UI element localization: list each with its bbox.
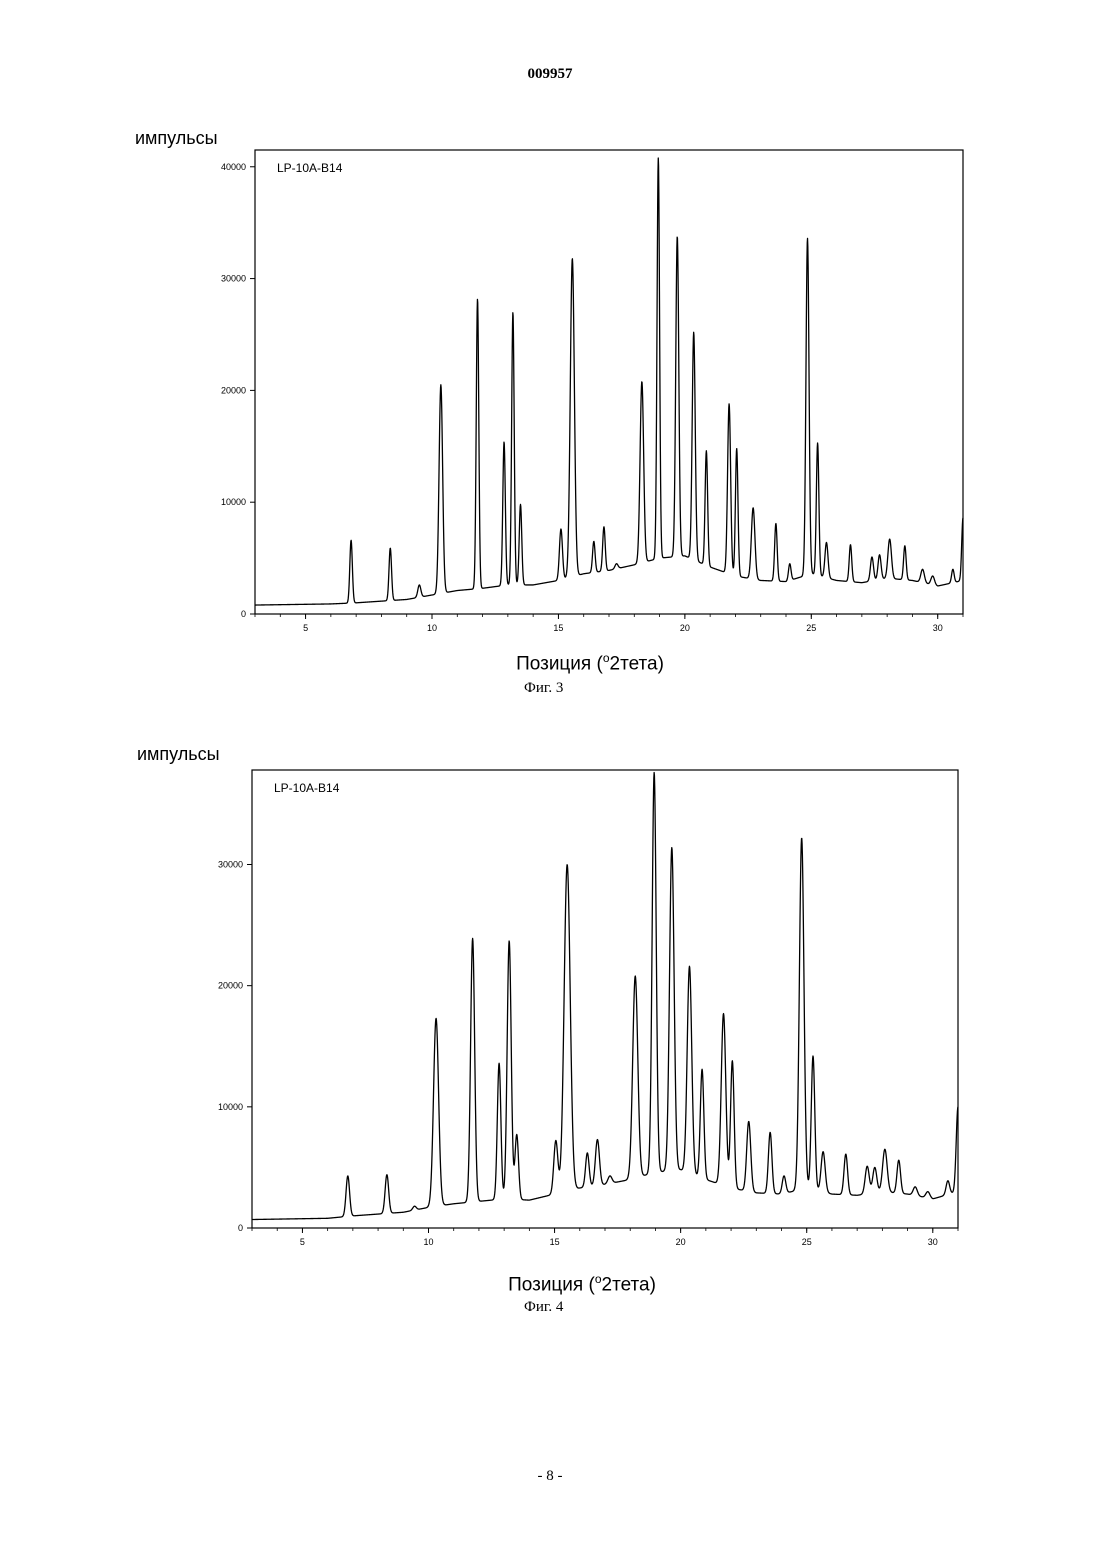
x-tick-label: 10 [423, 1237, 433, 1247]
x-tick-label: 10 [427, 623, 437, 633]
xrd-chart-fig4: 5 10 15 20 25 30 0 10000 20000 30000 LP-10A-B14 [0, 760, 1100, 1270]
x-tick-label: 20 [676, 1237, 686, 1247]
chart2-xlabel: Позиция (o2тета) [0, 1272, 1100, 1296]
legend-label: LP-10A-B14 [274, 781, 340, 795]
figure-3-caption: Фиг. 3 [524, 680, 563, 697]
xrd-chart-fig3: 5 10 15 20 25 30 0 10000 20000 30000 40000 LP-10A-B… [0, 140, 1100, 650]
pattern-series [255, 158, 963, 605]
x-tick-label: 5 [300, 1237, 305, 1247]
x-tick-label: 25 [802, 1237, 812, 1247]
x-tick-label: 5 [303, 623, 308, 633]
plot-frame [252, 770, 958, 1228]
pattern-series [252, 773, 958, 1220]
y-tick-label: 0 [241, 609, 246, 619]
x-tick-label: 15 [550, 1237, 560, 1247]
y-tick-label: 30000 [221, 274, 246, 284]
y-tick-label: 40000 [221, 162, 246, 172]
x-tick-label: 25 [806, 623, 816, 633]
chart1-xlabel: Позиция (o2тета) [0, 651, 1100, 675]
y-tick-label: 10000 [221, 497, 246, 507]
plot-frame [255, 150, 963, 614]
x-tick-label: 15 [553, 623, 563, 633]
y-tick-label: 20000 [218, 981, 243, 991]
page-number: - 8 - [0, 1468, 1100, 1485]
x-tick-label: 20 [680, 623, 690, 633]
figure-4-caption: Фиг. 4 [524, 1299, 563, 1316]
y-tick-label: 10000 [218, 1102, 243, 1112]
y-tick-label: 20000 [221, 385, 246, 395]
x-tick-label: 30 [928, 1237, 938, 1247]
legend-label: LP-10A-B14 [277, 161, 343, 175]
y-tick-label: 0 [238, 1223, 243, 1233]
y-tick-label: 30000 [218, 860, 243, 870]
document-number: 009957 [0, 66, 1100, 83]
x-tick-label: 30 [933, 623, 943, 633]
